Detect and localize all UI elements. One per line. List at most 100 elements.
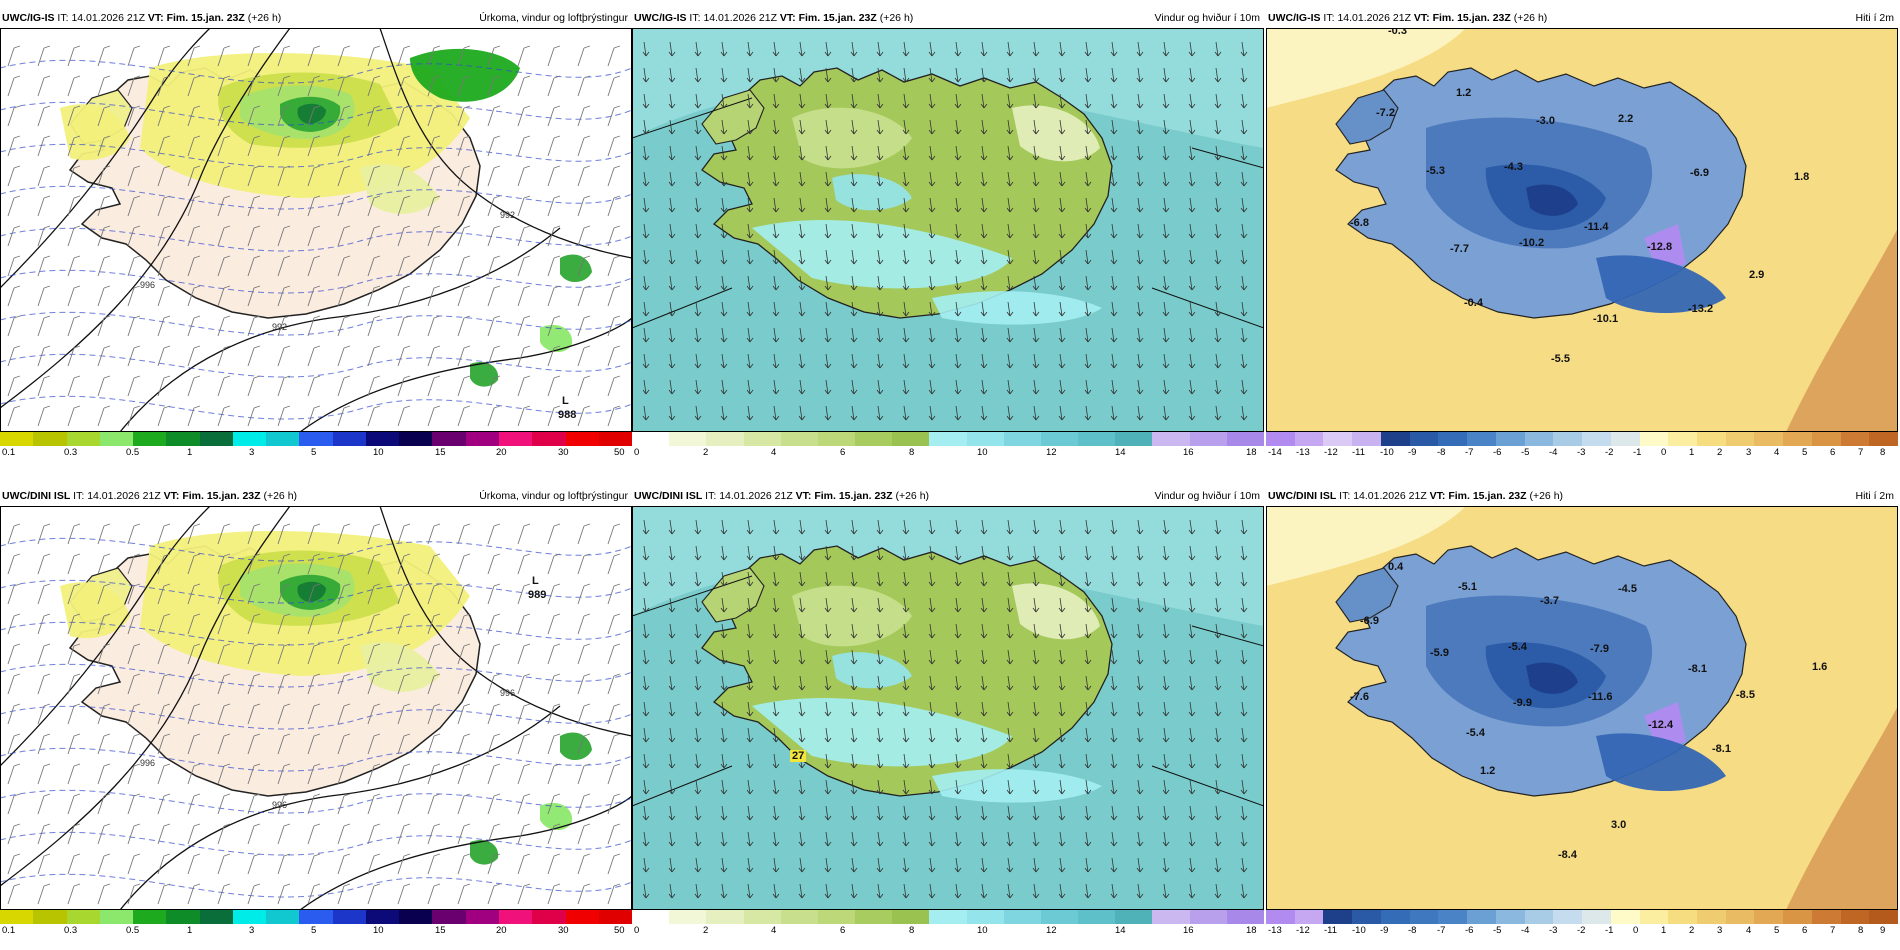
- wind-barb: [397, 793, 411, 815]
- wind-arrow: [980, 649, 988, 665]
- wind-arrow: [694, 145, 702, 161]
- wind-arrow: [824, 67, 832, 83]
- wind-arrow: [798, 519, 806, 535]
- wind-barb: [67, 285, 81, 307]
- wind-barb: [427, 75, 441, 97]
- wind-arrow: [1188, 649, 1196, 665]
- wind-arrow: [928, 649, 936, 665]
- colorbar: -14 -13 -12 -11 -10 -9 -8 -7 -6 -5 -4 -3 -2 -1 0 1 2 3 4 5 6…: [1266, 432, 1898, 460]
- wind-speed-area: [752, 697, 1012, 767]
- wind-barb: [487, 793, 501, 815]
- wind-arrow: [1214, 597, 1222, 613]
- wind-arrow: [642, 145, 650, 161]
- map-view[interactable]: 27: [632, 506, 1264, 910]
- wind-barb: [547, 553, 561, 575]
- wind-arrow: [746, 223, 754, 239]
- map-view[interactable]: 996 996 996 L 989: [0, 506, 632, 910]
- wind-barb: [307, 733, 321, 755]
- wind-barb: [307, 105, 321, 127]
- wind-barb: [577, 225, 591, 247]
- wind-barb: [337, 405, 351, 427]
- wind-arrow: [824, 275, 832, 291]
- wind-arrow: [1188, 353, 1196, 369]
- wind-barb: [67, 165, 81, 187]
- wind-arrow: [824, 405, 832, 421]
- wind-barb: [427, 225, 441, 247]
- colorbar-cell: [1189, 432, 1227, 446]
- wind-arrow: [720, 883, 728, 899]
- wind-barb: [517, 345, 531, 367]
- wind-arrow: [1032, 275, 1040, 291]
- colorbar-cells: [1266, 432, 1898, 446]
- wind-arrow: [1188, 623, 1196, 639]
- wind-arrow: [1032, 857, 1040, 873]
- wind-arrow: [1214, 223, 1222, 239]
- wind-barb: [367, 823, 381, 845]
- wind-arrow: [876, 805, 884, 821]
- wind-arrow: [1058, 779, 1066, 795]
- wind-barb: [397, 523, 411, 545]
- wind-barb: [337, 315, 351, 337]
- wind-arrow: [1136, 353, 1144, 369]
- wind-arrow: [668, 623, 676, 639]
- wind-arrow: [850, 597, 858, 613]
- colorbar: 0.1 0.3 0.5 1 3 5 10 15 20 30 50: [0, 910, 632, 938]
- wind-arrow: [720, 857, 728, 873]
- wind-barb: [367, 255, 381, 277]
- wind-arrow: [746, 649, 754, 665]
- colorbar-cell: [817, 432, 856, 446]
- isobar-label: 996: [140, 758, 155, 768]
- wind-barb: [577, 793, 591, 815]
- wind-arrow: [1032, 727, 1040, 743]
- colorbar-cell: [299, 910, 333, 924]
- colorbar-tick-label: 9: [1880, 925, 1886, 936]
- wind-arrow: [642, 223, 650, 239]
- wind-barb: [187, 553, 201, 575]
- map-view[interactable]: -0.3 1.2 -7.2 -3.0 2.2 -5.3 -4.3 -6.9 1.8 -6.8 -11…: [1266, 28, 1898, 432]
- wind-arrow: [1058, 727, 1066, 743]
- colorbar-cell: [1668, 910, 1698, 924]
- wind-barb: [127, 733, 141, 755]
- wind-barb: [277, 793, 291, 815]
- wind-arrow: [902, 327, 910, 343]
- wind-arrow: [1214, 145, 1222, 161]
- wind-barb: [277, 823, 291, 845]
- wind-arrow: [1006, 301, 1014, 317]
- map-view[interactable]: 992 996 992 L 988: [0, 28, 632, 432]
- wind-barb: [487, 523, 501, 545]
- wind-arrow: [772, 545, 780, 561]
- wind-barb: [97, 553, 111, 575]
- wind-arrow: [954, 571, 962, 587]
- wind-arrow: [902, 145, 910, 161]
- temperature-label: 0.4: [1388, 561, 1404, 573]
- wind-barb: [67, 613, 81, 635]
- colorbar-cell: [669, 910, 707, 924]
- wind-barb: [517, 733, 531, 755]
- wind-barb: [607, 703, 621, 725]
- colorbar-tick-label: -7: [1437, 925, 1446, 936]
- wind-arrow: [980, 67, 988, 83]
- colorbar-tick-label: 2: [703, 447, 709, 458]
- temperature-label: -7.6: [1350, 691, 1369, 703]
- wind-arrow: [1188, 597, 1196, 613]
- wind-barb: [67, 375, 81, 397]
- wind-barb: [547, 673, 561, 695]
- wind-barb: [157, 853, 171, 875]
- map-view[interactable]: [632, 28, 1264, 432]
- map-view[interactable]: 0.4 -5.1 -3.7 -4.5 -6.9 -5.9 -5.4 -7.9 -8.1 1.6 -7…: [1266, 506, 1898, 910]
- colorbar-cell: [855, 432, 893, 446]
- colorbar-cell: [1582, 432, 1611, 446]
- wind-barb: [487, 255, 501, 277]
- wind-barb: [427, 405, 441, 427]
- wind-arrow: [642, 649, 650, 665]
- wind-barb: [247, 823, 261, 845]
- wind-barb: [97, 853, 111, 875]
- wind-arrow: [902, 649, 910, 665]
- colorbar-tick-label: -14: [1268, 447, 1282, 458]
- wind-arrow: [772, 675, 780, 691]
- wind-arrow: [1162, 545, 1170, 561]
- wind-barb: [37, 643, 51, 665]
- wind-barb: [217, 315, 231, 337]
- colorbar-tick-label: -8: [1408, 925, 1417, 936]
- wind-arrow: [1084, 701, 1092, 717]
